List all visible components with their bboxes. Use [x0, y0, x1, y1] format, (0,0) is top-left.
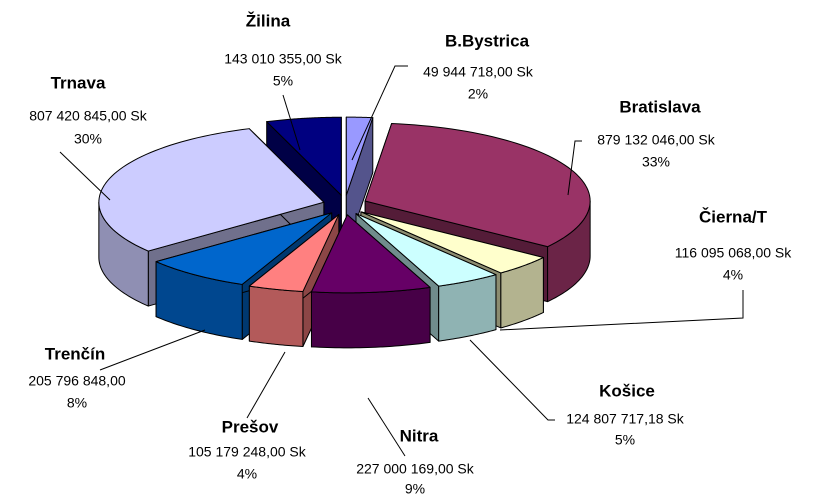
value-label: 807 420 845,00 Sk	[29, 108, 148, 124]
value-label: 143 010 355,00 Sk	[224, 51, 343, 67]
percent-label: 4%	[723, 267, 743, 283]
slice-outer	[310, 286, 431, 349]
slice-top	[310, 214, 431, 294]
percent-label: 2%	[468, 86, 488, 102]
percent-label: 5%	[615, 432, 635, 448]
percent-label: 30%	[74, 131, 102, 147]
percent-label: 33%	[642, 154, 670, 170]
slice-label: Nitra	[400, 426, 439, 445]
leader-line	[351, 65, 408, 161]
slice-top	[345, 116, 374, 196]
value-label: 105 179 248,00 Sk	[188, 444, 307, 460]
slice-label: Trenčín	[45, 344, 105, 363]
slice-label: Košice	[599, 381, 655, 400]
slice-top	[155, 212, 333, 285]
value-label: 49 944 718,00 Sk	[423, 64, 534, 80]
value-label: 879 132 046,00 Sk	[597, 132, 716, 148]
leader-line	[282, 94, 301, 151]
value-label: 205 796 848,00	[28, 373, 126, 389]
leader-line	[246, 351, 286, 419]
value-label: 116 095 068,00 Sk	[675, 245, 793, 261]
leader-line	[469, 339, 555, 421]
slice-label: Trnava	[51, 73, 106, 92]
value-label: 124 807 717,18 Sk	[566, 411, 685, 427]
slice-top	[355, 213, 497, 287]
leader-line	[99, 329, 206, 371]
slice-label: Prešov	[222, 417, 279, 436]
slice-label: Bratislava	[619, 97, 701, 116]
percent-label: 5%	[273, 73, 293, 89]
slice-top	[360, 211, 544, 274]
percent-label: 9%	[405, 481, 425, 497]
leader-line	[499, 290, 744, 331]
slice-top	[248, 214, 340, 293]
percent-label: 4%	[237, 466, 257, 482]
leader-line	[367, 397, 406, 457]
slice-label: Čierna/T	[699, 207, 768, 226]
value-label: 227 000 169,00 Sk	[356, 461, 475, 477]
slice-outer	[248, 285, 304, 348]
slice	[345, 116, 374, 251]
leader-line	[59, 151, 111, 201]
slice-top	[266, 116, 342, 196]
slice-label: Žilina	[246, 11, 291, 30]
percent-label: 8%	[67, 395, 87, 411]
leader-line	[567, 140, 582, 196]
slice-top	[98, 128, 325, 252]
slice	[310, 214, 431, 349]
slice-label: B.Bystrica	[445, 31, 530, 50]
